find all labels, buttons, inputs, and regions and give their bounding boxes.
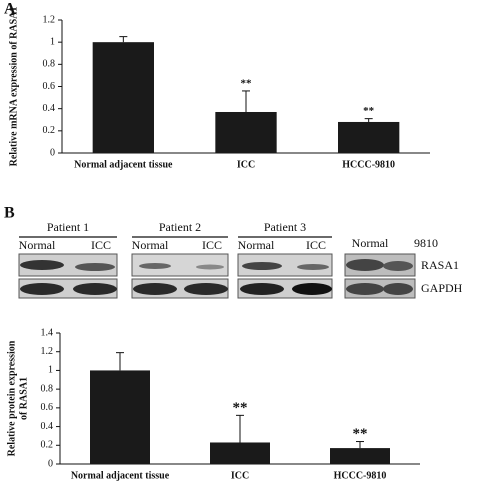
y-tick-label: 1 [50, 36, 55, 47]
blot-image [18, 253, 416, 299]
group-title: Patient 3 [264, 220, 306, 234]
significance-label: ** [233, 400, 248, 416]
significance-label: ** [353, 426, 368, 442]
x-tick-label: HCCC-9810 [334, 470, 387, 481]
bar [210, 442, 270, 464]
error-bar [236, 414, 244, 443]
lane-label: Normal [132, 238, 169, 252]
significance-label: ** [241, 77, 253, 89]
lane-label: ICC [202, 238, 222, 252]
y-tick-label: 0 [50, 147, 55, 158]
y-tick-label: 0.2 [41, 440, 54, 451]
error-bar [356, 441, 364, 449]
error-bar [119, 36, 128, 43]
lane-label: ICC [306, 238, 326, 252]
lane-label: Normal [19, 238, 56, 252]
y-tick-label: 0.2 [43, 125, 56, 136]
y-tick-label: 0.6 [41, 402, 54, 413]
y-tick-label: 1.2 [43, 14, 56, 25]
y-axis-label: of RASA1 [18, 377, 29, 420]
y-tick-label: 0.4 [43, 103, 56, 114]
error-bar [364, 118, 373, 122]
bar [338, 121, 400, 153]
panel-label: A [4, 1, 16, 18]
y-tick-label: 0.8 [41, 383, 54, 394]
x-tick-label: ICC [237, 159, 255, 170]
y-tick-label: 1.2 [41, 346, 54, 357]
panel-label: B [4, 205, 15, 222]
y-tick-label: 0 [48, 458, 53, 469]
lane-label: 9810 [414, 236, 438, 250]
row-label: GAPDH [421, 281, 463, 295]
group-title: Patient 2 [159, 220, 201, 234]
lane-label: Normal [352, 236, 389, 250]
bar [92, 42, 154, 153]
y-tick-label: 1.4 [41, 327, 54, 338]
y-tick-label: 0.4 [41, 421, 54, 432]
error-bar [116, 352, 124, 371]
bar [215, 111, 277, 153]
y-tick-label: 1 [48, 365, 53, 376]
y-axis-label: Relative protein expression [6, 340, 17, 456]
group-title: Patient 1 [47, 220, 89, 234]
lane-label: ICC [91, 238, 111, 252]
x-tick-label: ICC [231, 470, 249, 481]
error-bar [242, 90, 250, 112]
y-tick-label: 0.8 [43, 59, 56, 70]
y-tick-label: 0.6 [43, 81, 56, 92]
x-tick-label: Normal adjacent tissue [74, 159, 173, 170]
x-tick-label: HCCC-9810 [342, 159, 395, 170]
significance-label: ** [363, 105, 375, 117]
lane-label: Normal [238, 238, 275, 252]
row-label: RASA1 [421, 258, 459, 272]
bar [90, 370, 150, 464]
y-axis-label: Relative mRNA expression of RASA1 [8, 7, 19, 167]
bar [330, 448, 390, 464]
x-tick-label: Normal adjacent tissue [71, 470, 170, 481]
